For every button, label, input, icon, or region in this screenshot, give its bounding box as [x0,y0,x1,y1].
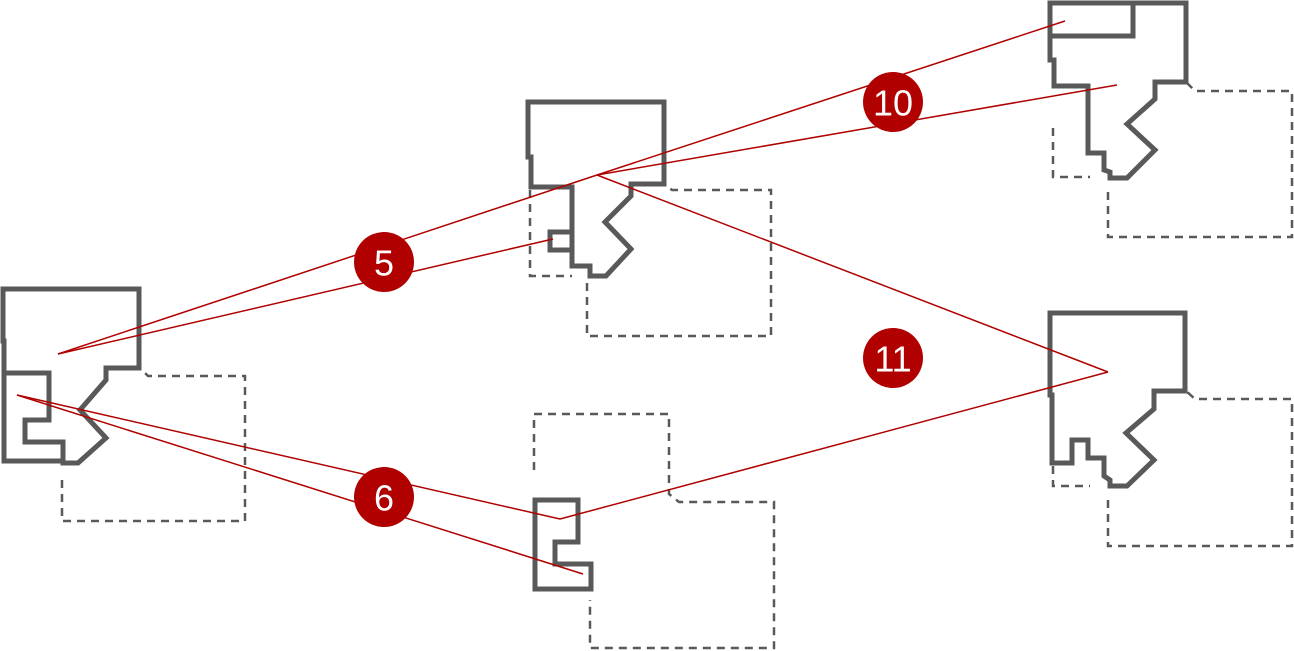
shape-top-right-dashed-outline [1051,128,1090,179]
shape-center-bottom-dashed-outline [532,412,776,650]
connector-5-b [57,238,554,355]
badge-11: 11 [863,328,923,388]
shape-bottom-right-solid-outline [1047,310,1188,489]
shape-center-bottom [532,412,776,650]
connector-11-a [596,174,1109,373]
shape-center-top-dashed-outline [528,190,572,278]
badge-10-circle [863,72,923,132]
connector-6-a [16,394,561,520]
shape-bottom-right [1047,310,1294,548]
shape-left-dashed-outline [60,367,247,523]
connector-10-a [596,20,1066,176]
badge-5: 5 [354,232,414,292]
badge-5-label: 5 [374,243,394,284]
connector-11-b [559,371,1109,520]
badge-10-label: 10 [873,83,913,124]
badge-6-circle [354,467,414,527]
badge-10: 10 [863,72,923,132]
badge-6-label: 6 [374,478,394,519]
shape-left-inner-room [4,370,66,463]
connectors [16,20,1118,575]
connector-10-b [596,84,1118,176]
shape-left [0,286,247,523]
shape-bottom-right-dashed-outline [1051,466,1090,488]
shape-center-top [525,99,773,338]
shape-center-top-dashed-extension [585,183,773,338]
shape-left-solid-outline [0,286,142,466]
connector-6-b [16,394,584,575]
badge-5-circle [354,232,414,292]
shape-center-top-solid-outline [525,99,667,279]
shape-top-right-dashed-extension [1106,81,1294,239]
shape-top-right [1047,0,1294,239]
connector-5-a [57,174,598,355]
shape-top-right-solid-outline [1047,0,1189,181]
shape-center-top-inner-room [547,229,575,253]
shape-bottom-right-dashed-extension [1106,390,1294,548]
badge-11-circle [863,328,923,388]
badge-11-label: 11 [874,339,911,380]
shape-top-right-inner-room [1050,3,1136,39]
badge-6: 6 [354,467,414,527]
